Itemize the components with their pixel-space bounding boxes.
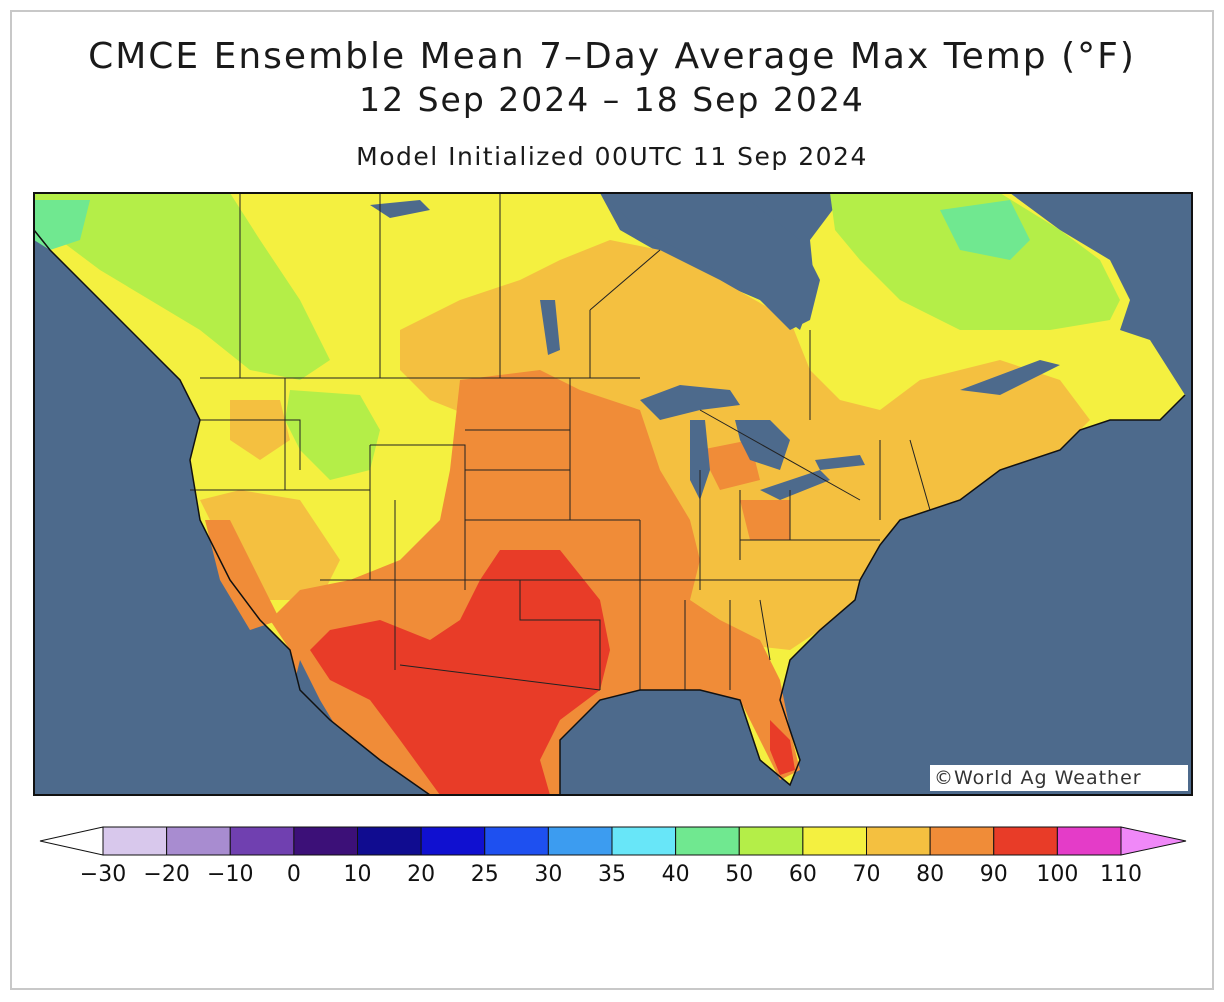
legend-swatch (293, 826, 358, 856)
map-title: CMCE Ensemble Mean 7–Day Average Max Tem… (88, 36, 1136, 77)
legend-tick-label: 90 (980, 862, 1008, 887)
legend-tick-label: 30 (534, 862, 562, 887)
credit-label: ©World Ag Weather (930, 765, 1188, 791)
legend-swatch (929, 826, 995, 856)
legend-tick-label: 80 (916, 862, 944, 887)
legend-swatch (420, 826, 486, 856)
legend-swatch (993, 826, 1058, 856)
legend-swatch (738, 826, 804, 856)
lake-superior (640, 385, 740, 420)
legend-tick-label: 110 (1100, 862, 1142, 887)
st-lawrence (960, 360, 1060, 395)
legend-tick-label: 10 (344, 862, 372, 887)
legend-swatch (611, 826, 677, 856)
legend-swatch (484, 826, 549, 856)
lake-ontario (815, 455, 865, 470)
legend-tick-label: 35 (598, 862, 626, 887)
legend-swatch (357, 826, 422, 856)
gulf-of-california (295, 660, 350, 760)
legend-tick-label: 0 (287, 862, 301, 887)
temp-zone-80-90 (700, 440, 760, 490)
temp-zone-70-80 (230, 400, 290, 460)
legend-swatch (102, 826, 168, 856)
legend-tick-label: 25 (471, 862, 499, 887)
temp-zone-50-60 (285, 390, 380, 480)
legend-swatch (675, 826, 740, 856)
legend-tick-label: −20 (143, 862, 189, 887)
map-border (33, 192, 1193, 796)
map-date-range: 12 Sep 2024 – 18 Sep 2024 (359, 80, 865, 119)
temp-zone-40-50 (940, 200, 1030, 260)
legend-over-arrow (1120, 826, 1187, 856)
political-borders (190, 193, 931, 691)
temp-zone-50-60 (830, 193, 1120, 330)
great-slave-lake (370, 200, 430, 218)
legend-swatch (547, 826, 613, 856)
temp-zone-40-50 (34, 200, 90, 250)
legend-swatch (802, 826, 867, 856)
legend-tick-label: 20 (407, 862, 435, 887)
lake-michigan (690, 420, 710, 500)
legend-under-arrow (39, 826, 104, 856)
temp-zone-80-90 (205, 520, 280, 630)
legend-swatch (166, 826, 231, 856)
legend-tick-label: 60 (789, 862, 817, 887)
legend-swatch (1056, 826, 1122, 856)
temp-zone-70-80 (200, 490, 340, 600)
temp-zone-90-100 (770, 720, 795, 775)
coastline (34, 229, 1186, 795)
temp-zone-50-60 (34, 193, 330, 380)
legend-tick-label: −30 (80, 862, 126, 887)
legend-swatch (229, 826, 295, 856)
lake-erie (760, 470, 830, 500)
legend-tick-label: 50 (725, 862, 753, 887)
hudson-bay (600, 193, 820, 330)
legend-tick-label: −10 (207, 862, 253, 887)
temp-zone-80-90 (740, 500, 790, 540)
legend-tick-label: 40 (662, 862, 690, 887)
legend-swatch (866, 826, 931, 856)
lake-winnipeg (540, 300, 560, 355)
legend-tick-label: 70 (853, 862, 881, 887)
legend-tick-label: 100 (1036, 862, 1078, 887)
model-init-label: Model Initialized 00UTC 11 Sep 2024 (356, 142, 868, 171)
